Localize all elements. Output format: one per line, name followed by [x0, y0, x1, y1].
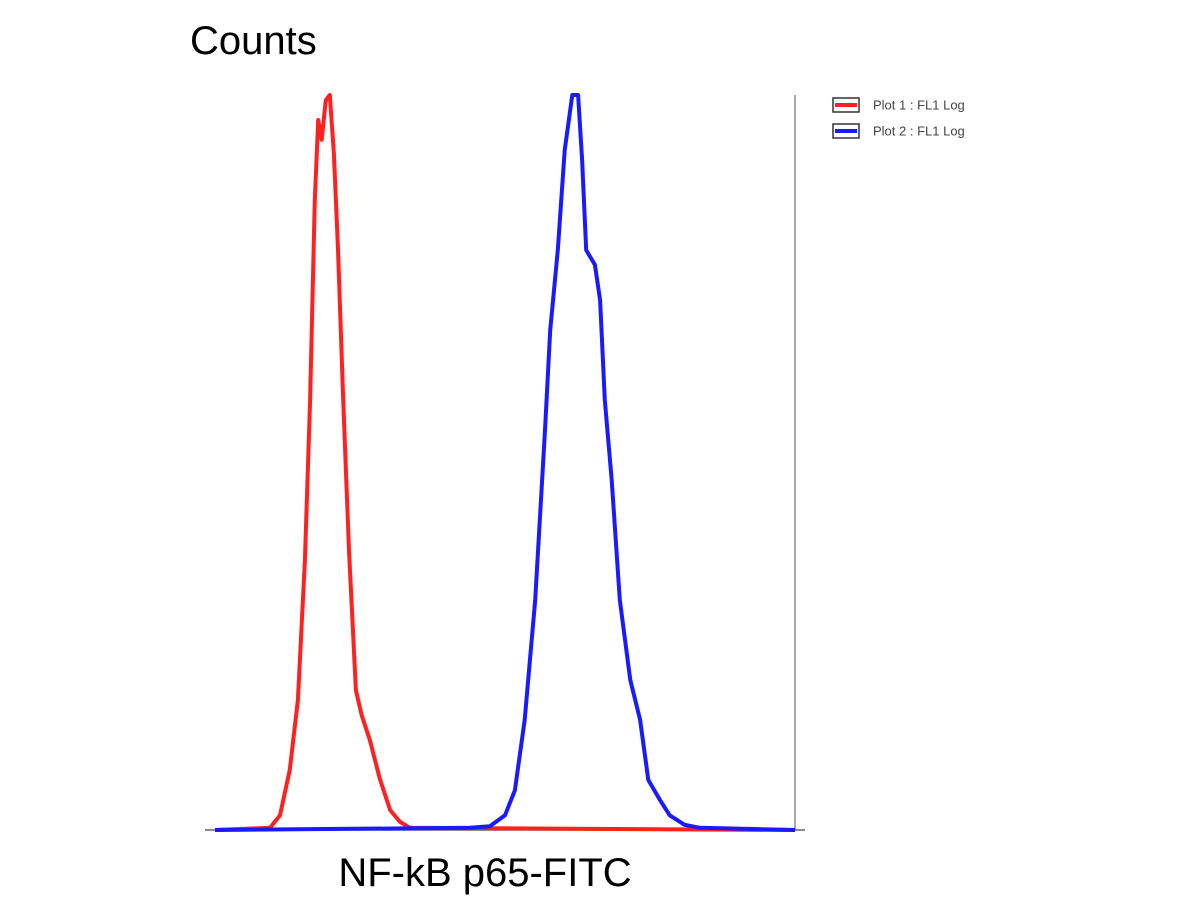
series-line: [214, 93, 796, 832]
legend-label: Plot 1 : FL1 Log: [873, 97, 965, 112]
x-axis-label: NF-kB p65-FITC: [338, 851, 631, 895]
legend-label: Plot 2 : FL1 Log: [873, 123, 965, 138]
y-axis-label: Counts: [190, 19, 317, 63]
series-line: [214, 93, 796, 832]
